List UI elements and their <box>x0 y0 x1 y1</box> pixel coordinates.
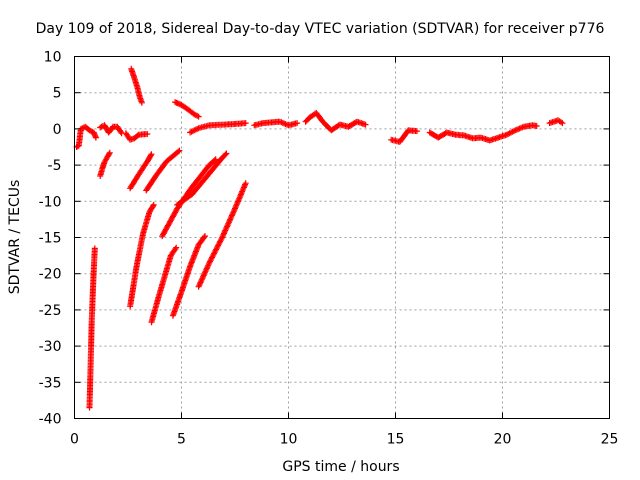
data-track <box>302 110 369 134</box>
data-track <box>546 117 566 127</box>
y-tick-label: 0 <box>53 122 62 138</box>
x-tick-label: 0 <box>70 432 79 448</box>
data-point <box>117 128 124 135</box>
series <box>73 110 566 150</box>
data-point <box>223 150 230 157</box>
y-tick-label: -30 <box>39 339 62 355</box>
data-track <box>128 65 145 106</box>
y-axis-label: SDTVAR / TECUs <box>7 180 23 295</box>
data-track <box>97 122 125 137</box>
data-point <box>559 120 566 127</box>
data-point <box>211 157 218 164</box>
data-point <box>223 224 230 231</box>
x-axis-label: GPS time / hours <box>282 459 399 475</box>
y-tick-label: -40 <box>39 412 62 428</box>
y-tick-label: -5 <box>48 158 62 174</box>
data-track <box>195 180 249 290</box>
x-tick-label: 15 <box>387 432 405 448</box>
data-track <box>122 130 151 143</box>
data-point <box>228 212 235 219</box>
data-track <box>172 99 202 120</box>
y-tick-label: -15 <box>39 231 62 247</box>
data-point <box>202 233 208 240</box>
data-point <box>362 121 369 128</box>
data-point <box>106 151 113 157</box>
data-track <box>73 123 99 150</box>
y-tick-labels: 10 5 0 -5 -10 -15 -20 -25 -30 -35 -40 <box>39 50 62 428</box>
data-point <box>242 120 249 127</box>
data-point <box>106 149 113 156</box>
data-point <box>218 235 225 242</box>
data-point <box>222 151 229 158</box>
data-point <box>173 244 180 251</box>
data-point <box>150 201 157 208</box>
data-track <box>169 233 208 319</box>
y-tick-label: -25 <box>39 303 62 319</box>
chart-title: Day 109 of 2018, Sidereal Day-to-day VTE… <box>36 21 605 37</box>
axis-ticks <box>74 56 610 419</box>
data-track <box>143 147 183 194</box>
data-track <box>174 150 230 208</box>
data-point <box>213 246 220 253</box>
data-point <box>92 134 99 141</box>
data-point <box>533 123 540 129</box>
data-track <box>86 245 98 411</box>
data-point <box>175 148 182 155</box>
data-point <box>91 245 98 252</box>
data-point <box>207 258 213 265</box>
x-tick-label: 25 <box>601 432 619 448</box>
y-tick-label: -35 <box>39 375 62 391</box>
data-track <box>148 244 180 326</box>
data-point <box>144 131 151 137</box>
data-point <box>201 234 208 241</box>
data-point <box>176 147 183 154</box>
data-point <box>212 156 219 163</box>
data-point <box>413 128 420 135</box>
data-track <box>127 151 155 192</box>
y-tick-label: -20 <box>39 267 62 283</box>
data-track <box>251 118 301 129</box>
data-point <box>147 152 154 159</box>
y-tick-label: 10 <box>44 50 62 66</box>
data-point <box>148 151 155 158</box>
data-track <box>187 120 249 136</box>
data-track <box>388 127 420 145</box>
data-point <box>138 99 145 106</box>
data-track <box>127 201 157 310</box>
x-tick-labels: 0 5 10 15 20 25 <box>70 432 618 448</box>
data-marks <box>73 65 566 411</box>
y-tick-label: 5 <box>53 86 62 102</box>
data-point <box>242 180 249 187</box>
data-point <box>195 113 202 120</box>
data-point <box>150 203 156 210</box>
data-point <box>294 120 301 127</box>
series <box>86 65 249 411</box>
y-tick-label: -10 <box>39 194 62 210</box>
data-track <box>97 149 113 179</box>
x-tick-label: 10 <box>280 432 298 448</box>
data-track <box>426 122 540 144</box>
x-tick-label: 5 <box>177 432 186 448</box>
x-tick-label: 20 <box>494 432 512 448</box>
